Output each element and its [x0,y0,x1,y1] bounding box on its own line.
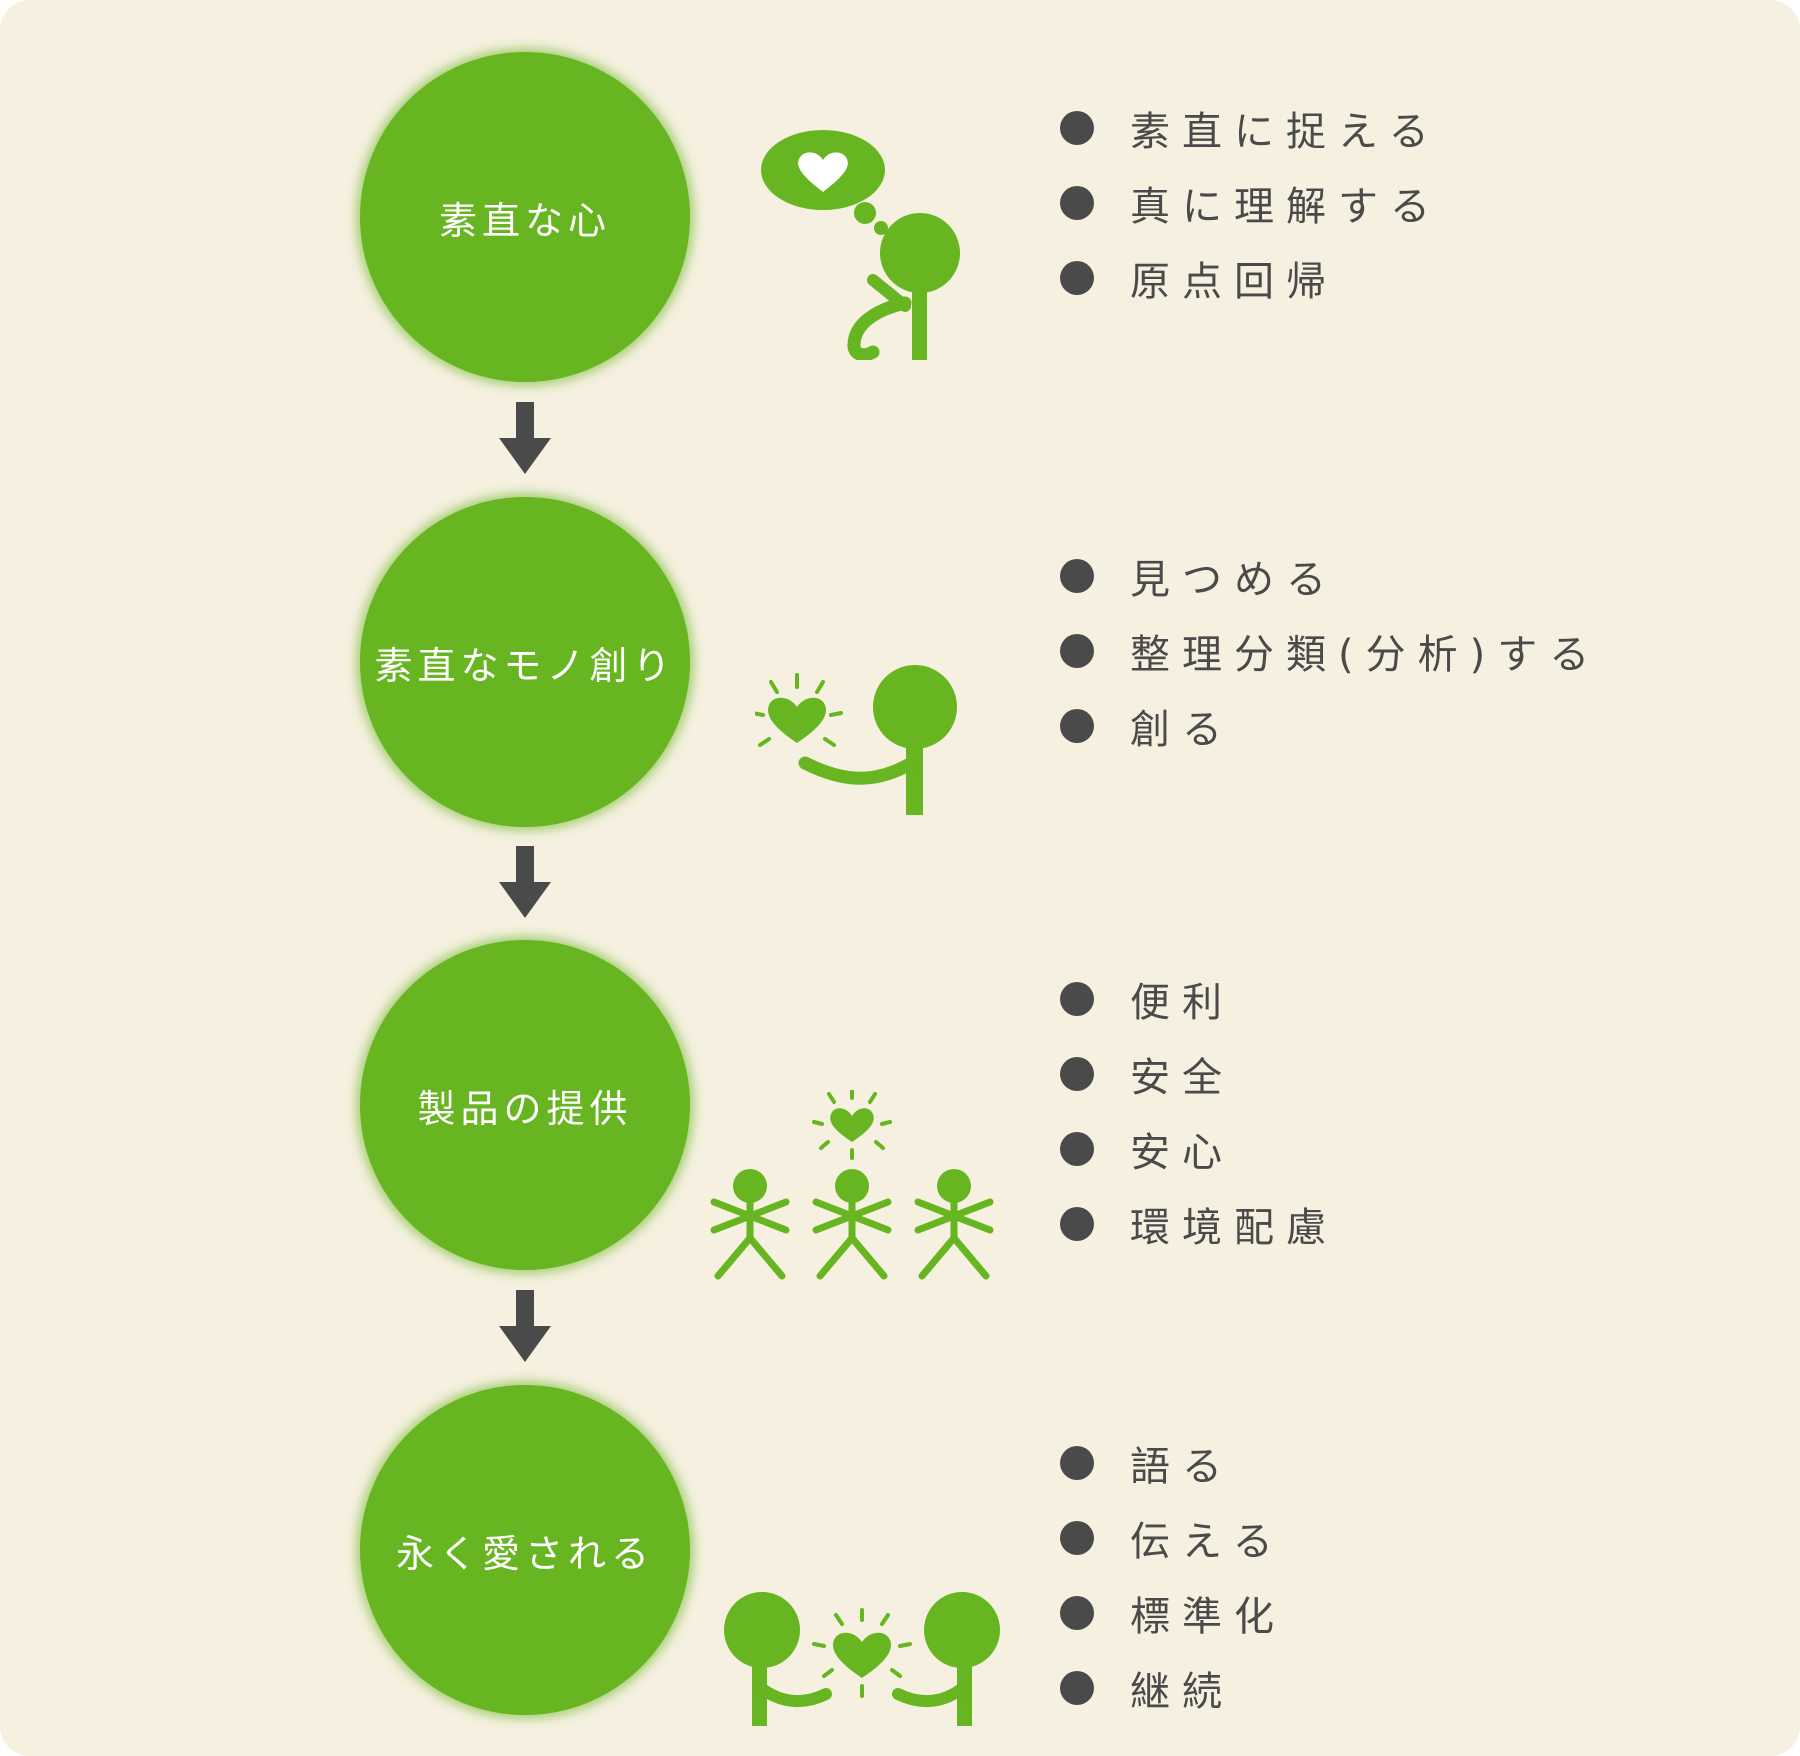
list-item-text: 創る [1130,706,1234,753]
stage-circle: 永く愛される [360,1385,690,1715]
bullet-icon [1060,633,1094,668]
bullet-icon [1060,1206,1094,1241]
list-item-text: 見つめる [1130,556,1338,603]
bullet-icon [1060,110,1094,145]
stage-3: 製品の提供 [360,940,690,1270]
bullet-icon [1060,1056,1094,1091]
list-item: 安全 [1060,1036,1338,1111]
list-item: 見つめる [1060,538,1601,613]
stage-1-items: 素直に捉える 真に理解する 原点回帰 [1060,90,1442,315]
stage-1: 素直な心 [360,52,690,382]
list-item-text: 真に理解する [1130,183,1442,230]
list-item-text: 整理分類(分析)する [1130,631,1602,678]
stage-label: 製品の提供 [417,1086,633,1131]
list-item: 真に理解する [1060,165,1442,240]
down-arrow-icon [499,1290,551,1362]
list-item-text: 語る [1130,1443,1234,1490]
stage-circle: 素直な心 [360,52,690,382]
bullet-icon [1060,260,1094,295]
bullet-icon [1060,558,1094,593]
stage-4: 永く愛される [360,1385,690,1715]
stage-label: 素直な心 [438,198,611,243]
down-arrow-icon [499,402,551,474]
list-item: 伝える [1060,1500,1286,1575]
list-item: 素直に捉える [1060,90,1442,165]
stage-2-items: 見つめる 整理分類(分析)する 創る [1060,538,1601,763]
list-item-text: 伝える [1130,1518,1285,1565]
list-item: 便利 [1060,961,1338,1036]
thinking-person-icon [761,130,960,360]
list-item: 継続 [1060,1650,1286,1725]
list-item: 創る [1060,688,1601,763]
stage-circle: 素直なモノ創り [360,497,690,827]
list-item: 整理分類(分析)する [1060,613,1601,688]
stage-4-items: 語る 伝える 標準化 継続 [1060,1425,1286,1725]
bullet-icon [1060,981,1094,1016]
bullet-icon [1060,1595,1094,1630]
stage-2: 素直なモノ創り [360,497,690,827]
list-item-text: 継続 [1130,1668,1234,1715]
bullet-icon [1060,185,1094,220]
list-item-text: 安心 [1130,1129,1234,1176]
two-people-sharing-heart-icon [724,1592,1000,1726]
person-holding-heart-icon [755,665,957,815]
bullet-icon [1060,1445,1094,1480]
list-item-text: 標準化 [1130,1593,1286,1640]
list-item-text: 素直に捉える [1130,108,1441,155]
three-people-cheering-icon [710,1090,994,1280]
bullet-icon [1060,1520,1094,1555]
bullet-icon [1060,708,1094,743]
stage-circle: 製品の提供 [360,940,690,1270]
list-item: 環境配慮 [1060,1186,1338,1261]
stage-3-items: 便利 安全 安心 環境配慮 [1060,961,1338,1261]
down-arrow-icon [499,846,551,918]
list-item-text: 原点回帰 [1130,258,1338,305]
list-item-text: 安全 [1130,1054,1234,1101]
list-item-text: 環境配慮 [1130,1204,1338,1251]
bullet-icon [1060,1670,1094,1705]
list-item: 標準化 [1060,1575,1286,1650]
list-item: 安心 [1060,1111,1338,1186]
bullet-icon [1060,1131,1094,1166]
stage-label: 永く愛される [395,1531,654,1576]
list-item: 語る [1060,1425,1286,1500]
list-item: 原点回帰 [1060,240,1442,315]
stage-label: 素直なモノ創り [374,643,676,688]
list-item-text: 便利 [1130,979,1234,1026]
